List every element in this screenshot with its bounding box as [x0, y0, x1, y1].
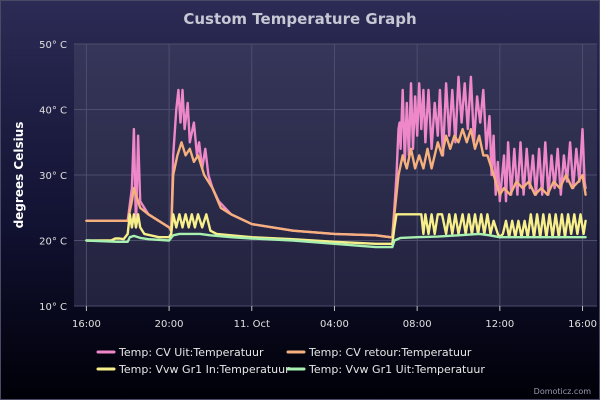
legend-label: Temp: Vvw Gr1 Uit:Temperatuur [308, 363, 485, 376]
legend-item[interactable]: Temp: Vvw Gr1 Uit:Temperatuur [286, 363, 485, 376]
series-line-4 [85, 232, 587, 249]
series-line-2 [85, 127, 587, 239]
x-tick-label: 16:00 [72, 319, 101, 330]
x-tick-label: 11. Oct [234, 319, 270, 330]
series-lines [85, 75, 587, 249]
x-tick-label: 12:00 [485, 319, 514, 330]
chart-title: Custom Temperature Graph [183, 10, 416, 28]
y-tick-label: 40° C [39, 106, 67, 117]
credit-text[interactable]: Domoticz.com [534, 387, 592, 396]
y-axis-label: degrees Celsius [12, 122, 26, 229]
x-tick-label: 04:00 [320, 319, 349, 330]
y-tick-label: 20° C [39, 237, 67, 248]
series-line-1 [85, 75, 587, 239]
y-tick-label: 30° C [39, 171, 67, 182]
legend-label: Temp: Vvw Gr1 In:Temperatuur [118, 363, 290, 376]
x-tick-label: 08:00 [403, 319, 432, 330]
legend-label: Temp: CV retour:Temperatuur [308, 346, 472, 359]
y-axis-ticks: 10° C 20° C 30° C 40° C 50° C [39, 40, 67, 313]
legend-label: Temp: CV Uit:Temperatuur [118, 346, 264, 359]
legend-item[interactable]: Temp: CV Uit:Temperatuur [96, 346, 264, 359]
legend-item[interactable]: Temp: Vvw Gr1 In:Temperatuur [96, 363, 290, 376]
x-tick-label: 16:00 [568, 319, 597, 330]
x-tick-label: 20:00 [155, 319, 184, 330]
x-axis-ticks: 16:00 20:00 11. Oct 04:00 08:00 12:00 16:00 [72, 306, 597, 330]
series-line-3 [85, 213, 587, 245]
y-tick-label: 10° C [39, 302, 67, 313]
legend[interactable]: Temp: CV Uit:Temperatuur Temp: CV retour:… [96, 346, 485, 376]
legend-item[interactable]: Temp: CV retour:Temperatuur [286, 346, 472, 359]
y-tick-label: 50° C [39, 40, 67, 51]
